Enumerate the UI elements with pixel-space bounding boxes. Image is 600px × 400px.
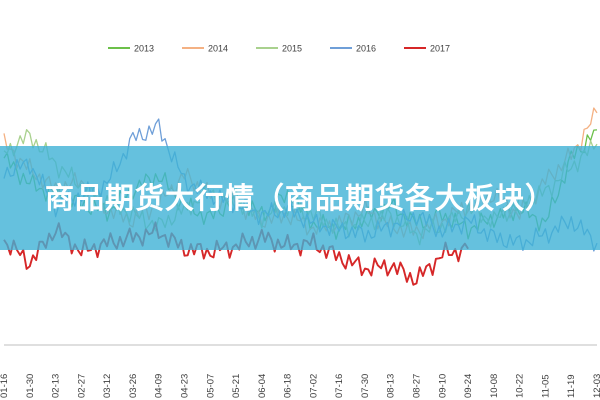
- title-banner: 商品期货大行情（商品期货各大板块）: [0, 146, 600, 250]
- x-tick-label: 04-23: [179, 374, 190, 398]
- x-tick-label: 05-07: [205, 374, 216, 398]
- x-tick-label: 03-12: [102, 374, 113, 398]
- x-tick-label: 05-21: [231, 374, 242, 398]
- x-tick-label: 12-03: [592, 374, 600, 398]
- x-tick-label: 10-22: [515, 374, 526, 398]
- x-tick-label: 01-16: [0, 374, 10, 398]
- legend-label-2013: 2013: [134, 44, 154, 54]
- x-tick-label: 02-27: [76, 374, 87, 398]
- x-tick-label: 03-26: [128, 374, 139, 398]
- x-tick-label: 06-04: [257, 374, 268, 398]
- legend-label-2014: 2014: [208, 44, 228, 54]
- x-tick-label: 10-08: [489, 374, 500, 398]
- x-tick-label: 08-13: [386, 374, 397, 398]
- x-tick-label: 09-24: [463, 374, 474, 398]
- x-tick-label: 07-30: [360, 374, 371, 398]
- x-axis-tick-labels: 01-16 01-30 02-13 02-27 03-12 03-26 04-09 04-23…: [0, 374, 600, 398]
- x-tick-label: 09-10: [437, 374, 448, 398]
- x-tick-label: 08-27: [412, 374, 423, 398]
- x-tick-label: 04-09: [154, 374, 165, 398]
- legend-label-2016: 2016: [356, 44, 376, 54]
- banner-title: 商品期货大行情（商品期货各大板块）: [44, 181, 555, 215]
- x-tick-label: 07-16: [334, 374, 345, 398]
- x-tick-label: 02-13: [51, 374, 62, 398]
- x-tick-label: 11-19: [566, 374, 577, 398]
- x-tick-label: 07-02: [308, 374, 319, 398]
- x-tick-label: 06-18: [283, 374, 294, 398]
- legend-label-2015: 2015: [282, 44, 302, 54]
- x-tick-label: 01-30: [25, 374, 36, 398]
- chart-legend: 2013 2014 2015 2016 2017: [108, 44, 450, 54]
- x-tick-label: 11-05: [540, 374, 551, 398]
- legend-label-2017: 2017: [430, 44, 450, 54]
